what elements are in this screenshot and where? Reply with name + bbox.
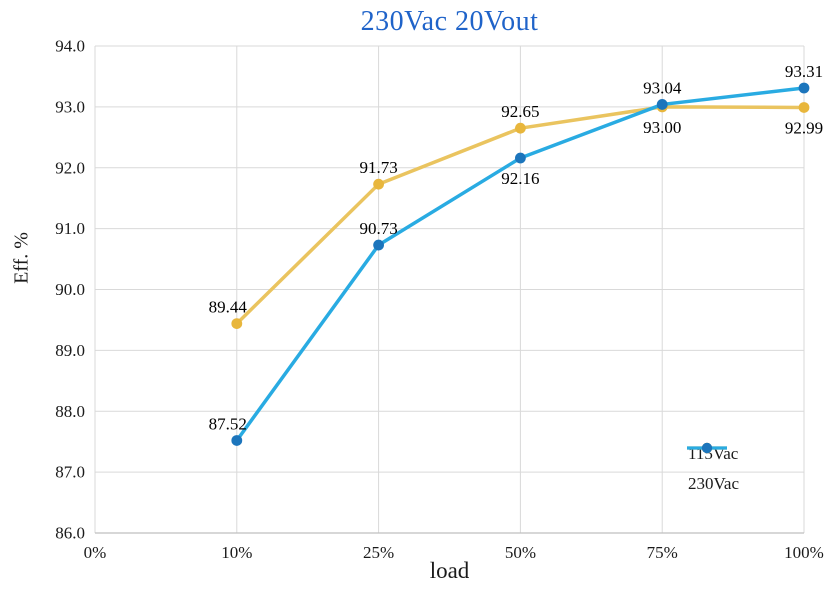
data-label-230Vac-100%: 93.31 bbox=[785, 62, 823, 81]
y-tick-label: 88.0 bbox=[55, 402, 85, 421]
legend-label: 230Vac bbox=[688, 474, 739, 493]
data-point-115Vac-100% bbox=[798, 102, 810, 113]
chart-title: 230Vac 20Vout bbox=[360, 6, 539, 37]
x-tick-label: 75% bbox=[647, 543, 678, 562]
x-tick-label: 50% bbox=[505, 543, 536, 562]
y-tick-label: 87.0 bbox=[55, 463, 85, 482]
data-point-230Vac-50% bbox=[515, 152, 526, 164]
data-point-230Vac-10% bbox=[231, 435, 243, 446]
x-tick-label: 10% bbox=[221, 543, 252, 562]
y-tick-label: 90.0 bbox=[55, 280, 85, 299]
data-point-230Vac-75% bbox=[656, 99, 668, 110]
legend-marker-icon bbox=[687, 442, 727, 454]
data-point-115Vac-25% bbox=[373, 178, 384, 190]
y-tick-label: 86.0 bbox=[55, 524, 85, 543]
data-label-115Vac-25%: 91.73 bbox=[359, 158, 397, 177]
x-axis-title: load bbox=[429, 558, 470, 583]
data-label-115Vac-50%: 92.65 bbox=[501, 102, 539, 121]
data-point-115Vac-10% bbox=[231, 318, 243, 329]
x-tick-label: 100% bbox=[784, 543, 824, 562]
y-tick-label: 91.0 bbox=[55, 219, 85, 238]
legend-item-230Vac: 230Vac bbox=[686, 442, 739, 497]
data-point-230Vac-25% bbox=[373, 239, 384, 251]
x-tick-label: 25% bbox=[363, 543, 394, 562]
data-label-115Vac-100%: 92.99 bbox=[785, 118, 823, 137]
y-tick-label: 92.0 bbox=[55, 158, 85, 177]
data-label-230Vac-10%: 87.52 bbox=[209, 414, 247, 433]
data-point-230Vac-100% bbox=[798, 82, 810, 94]
x-tick-label: 0% bbox=[84, 543, 107, 562]
y-tick-label: 89.0 bbox=[55, 341, 85, 360]
data-point-115Vac-50% bbox=[515, 122, 526, 134]
data-label-230Vac-25%: 90.73 bbox=[359, 219, 397, 238]
data-label-115Vac-10%: 89.44 bbox=[209, 298, 248, 317]
legend: 115Vac 230Vac bbox=[686, 441, 739, 497]
y-tick-label: 93.0 bbox=[55, 97, 85, 116]
data-label-115Vac-75%: 93.00 bbox=[643, 118, 681, 137]
data-label-230Vac-75%: 93.04 bbox=[643, 78, 682, 97]
data-label-230Vac-50%: 92.16 bbox=[501, 169, 539, 188]
y-tick-label: 94.0 bbox=[55, 37, 85, 56]
